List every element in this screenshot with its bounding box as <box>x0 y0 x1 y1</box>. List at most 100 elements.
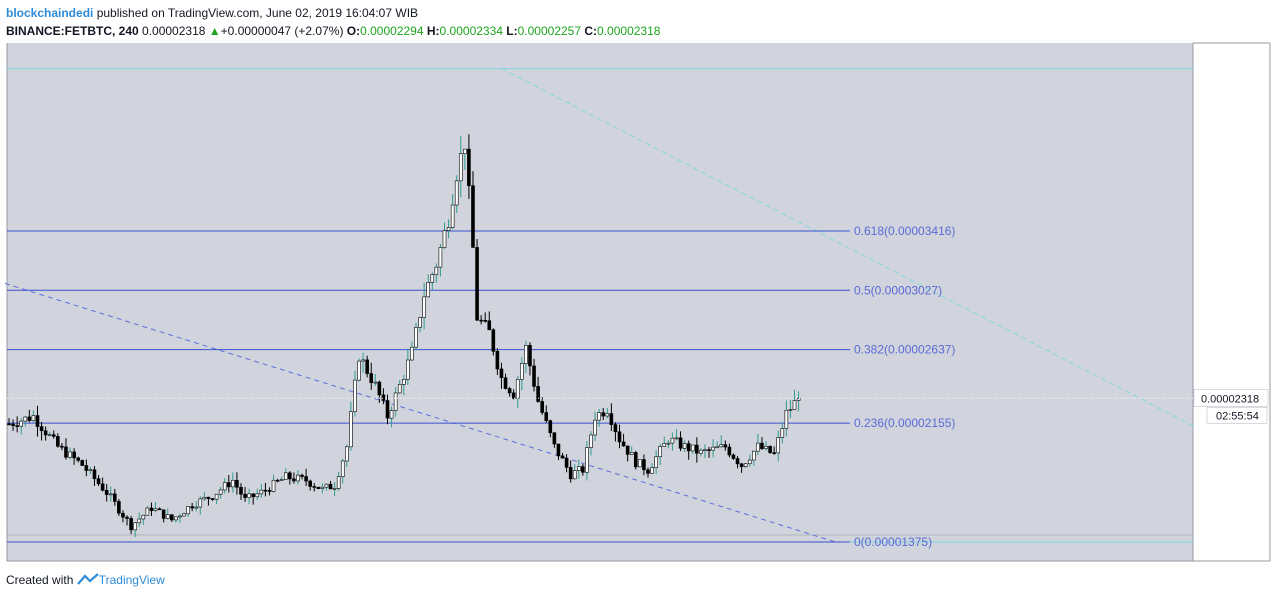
candle-body <box>47 434 52 436</box>
candle-body <box>365 359 369 374</box>
candle-body <box>463 148 467 155</box>
candle-body <box>218 489 223 495</box>
candle-body <box>556 443 561 457</box>
candle-body <box>332 488 337 490</box>
candle-body <box>84 465 89 471</box>
candle-body <box>263 489 268 492</box>
low-label: L: <box>506 24 518 38</box>
plot-area <box>7 43 1193 561</box>
candle-body <box>39 426 44 432</box>
candle-body <box>646 469 650 474</box>
candle-body <box>361 359 365 362</box>
candle-body <box>540 401 544 413</box>
candle-body <box>357 360 361 381</box>
candle-body <box>707 449 711 451</box>
candle-body <box>401 379 406 385</box>
candle-body <box>385 400 390 419</box>
close-label: C: <box>584 24 598 38</box>
candle-body <box>723 444 728 448</box>
candle-body <box>772 452 776 454</box>
candle-body <box>678 437 683 449</box>
candle-body <box>312 486 317 488</box>
candle-body <box>328 483 333 490</box>
candle-body <box>397 384 402 394</box>
candle-body <box>597 412 601 421</box>
price-tag-value: 0.00002318 <box>1201 393 1259 405</box>
candle-body <box>255 493 260 498</box>
candle-body <box>487 320 492 331</box>
candle-body <box>752 450 756 461</box>
candle-body <box>19 420 24 427</box>
price-tag-box <box>1193 389 1269 407</box>
candle-body <box>190 506 194 509</box>
candle-body <box>682 443 687 449</box>
candle-body <box>674 437 679 440</box>
candle-body <box>560 455 565 459</box>
candle-body <box>760 442 764 449</box>
last-price: 0.00002318 <box>142 24 206 38</box>
candle-body <box>426 282 431 298</box>
candle-body <box>450 204 455 228</box>
candle-body <box>638 459 642 468</box>
candle-body <box>727 446 732 456</box>
author-name[interactable]: blockchaindedi <box>6 6 94 20</box>
candle-body <box>92 469 97 480</box>
candle-body <box>304 476 308 482</box>
candle-body <box>430 274 435 283</box>
candle-body <box>222 482 227 491</box>
candle-body <box>15 425 19 427</box>
candle-body <box>625 445 630 455</box>
candle-body <box>292 478 296 482</box>
countdown-timer: 02:55:54 <box>1216 410 1259 422</box>
candle-body <box>60 445 64 448</box>
candle-body <box>780 428 785 438</box>
candle-body <box>495 351 500 370</box>
fib-label-2: 0.382(0.00002637) <box>854 343 955 357</box>
candle-body <box>11 423 15 426</box>
countdown-box <box>1206 407 1268 424</box>
low-value: 0.00002257 <box>517 24 582 38</box>
candle-body <box>585 447 589 473</box>
candle-body <box>149 507 154 511</box>
candle-body <box>31 415 36 421</box>
candle-body <box>275 479 280 482</box>
candle-body <box>104 489 109 495</box>
candle-body <box>206 496 211 499</box>
candle-body <box>202 496 207 500</box>
candle-body <box>568 467 573 480</box>
open-label: O: <box>346 24 361 38</box>
candle-body <box>373 381 378 384</box>
candle-body <box>576 466 581 471</box>
candle-body <box>418 317 422 328</box>
candle-body <box>650 467 654 474</box>
candle-body <box>161 509 166 519</box>
candle-body <box>72 451 76 459</box>
candle-body <box>108 493 113 496</box>
candle-body <box>345 446 349 462</box>
tradingview-logo-icon <box>76 573 99 585</box>
open-value: 0.00002294 <box>360 24 424 38</box>
candle-body <box>23 416 28 422</box>
fib-label-3: 0.236(0.00002155) <box>854 416 955 430</box>
price-change: +0.00000047 (+2.07%) <box>220 24 344 38</box>
candle-body <box>442 230 447 248</box>
candle-body <box>711 446 715 451</box>
candle-body <box>515 379 520 399</box>
candle-body <box>613 424 618 433</box>
candle-body <box>389 410 394 419</box>
candle-body <box>792 400 797 410</box>
tradingview-brand[interactable]: TradingView <box>98 573 165 587</box>
candle-body <box>536 386 540 402</box>
candle-body <box>548 420 553 434</box>
candle-body <box>381 394 386 401</box>
candle-body <box>633 452 638 468</box>
candle-body <box>662 443 667 447</box>
candle-body <box>593 419 597 436</box>
candle-body <box>165 514 170 519</box>
candle-body <box>247 493 251 498</box>
candle-body <box>642 459 646 471</box>
candle-body <box>589 434 593 448</box>
candle-body <box>699 449 703 454</box>
candle-body <box>125 516 129 519</box>
